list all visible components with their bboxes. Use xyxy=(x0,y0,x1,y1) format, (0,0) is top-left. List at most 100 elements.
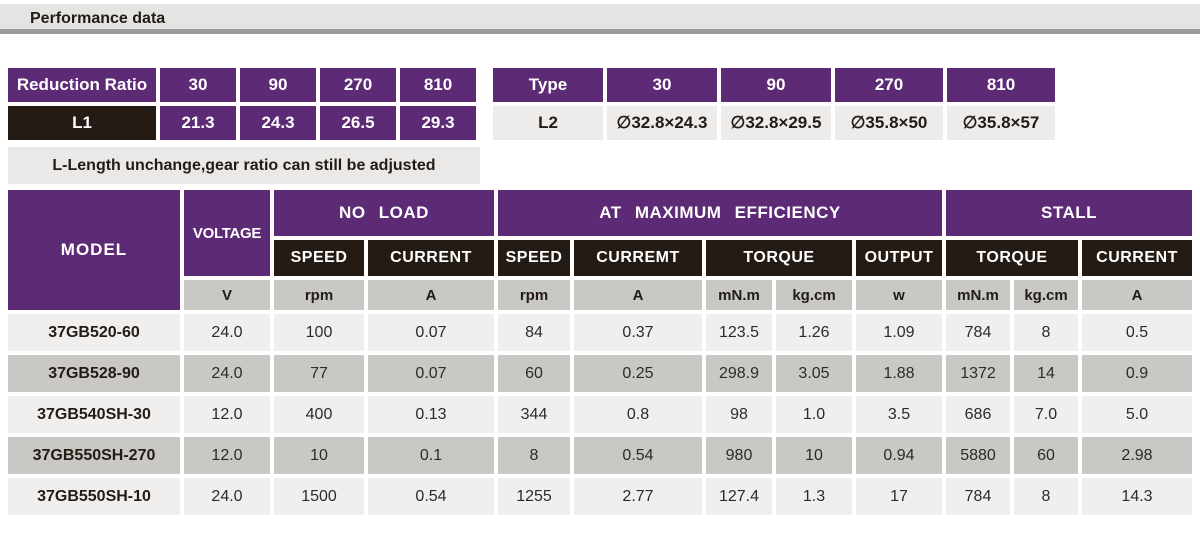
data-cell: 84 xyxy=(498,314,570,351)
data-cell: 686 xyxy=(946,396,1010,433)
data-cell: 0.94 xyxy=(856,437,942,474)
l2-row: L2 ∅32.8×24.3 ∅32.8×29.5 ∅35.8×50 ∅35.8×… xyxy=(493,106,1055,140)
reduction-ratio-table: Reduction Ratio 30 90 270 810 L1 21.3 24… xyxy=(4,64,480,144)
data-cell: 24.0 xyxy=(184,478,270,515)
unit-kgcm: kg.cm xyxy=(1014,280,1078,310)
length-note: L-Length unchange,gear ratio can still b… xyxy=(8,147,480,184)
data-cell: 127.4 xyxy=(706,478,772,515)
data-cell: 14.3 xyxy=(1082,478,1192,515)
stall-current-header: CURRENT xyxy=(1082,240,1192,276)
max-eff-torque-header: TORQUE xyxy=(706,240,852,276)
type-value: 270 xyxy=(835,68,943,102)
max-eff-current-header: CURREMT xyxy=(574,240,702,276)
data-cell: 0.07 xyxy=(368,355,494,392)
data-cell: 8 xyxy=(1014,314,1078,351)
data-cell: 10 xyxy=(274,437,364,474)
l1-label: L1 xyxy=(8,106,156,140)
model-cell: 37GB528-90 xyxy=(8,355,180,392)
unit-mnm: mN.m xyxy=(706,280,772,310)
data-cell: 1.26 xyxy=(776,314,852,351)
data-cell: 100 xyxy=(274,314,364,351)
table-row: 37GB550SH-10 24.0 1500 0.54 1255 2.77 12… xyxy=(8,478,1192,515)
data-cell: 1.3 xyxy=(776,478,852,515)
data-cell: 10 xyxy=(776,437,852,474)
reduction-ratio-value: 90 xyxy=(240,68,316,102)
type-table: Type 30 90 270 810 L2 ∅32.8×24.3 ∅32.8×2… xyxy=(489,64,1059,144)
voltage-column-header: VOLTAGE xyxy=(184,190,270,276)
data-cell: 0.54 xyxy=(574,437,702,474)
model-cell: 37GB540SH-30 xyxy=(8,396,180,433)
max-efficiency-group-header: AT MAXIMUM EFFICIENCY xyxy=(498,190,942,236)
data-cell: 2.77 xyxy=(574,478,702,515)
l1-value: 29.3 xyxy=(400,106,476,140)
model-cell: 37GB550SH-270 xyxy=(8,437,180,474)
data-cell: 1255 xyxy=(498,478,570,515)
data-cell: 5880 xyxy=(946,437,1010,474)
reduction-ratio-value: 30 xyxy=(160,68,236,102)
model-column-header: MODEL xyxy=(8,190,180,310)
data-cell: 12.0 xyxy=(184,396,270,433)
data-cell: 298.9 xyxy=(706,355,772,392)
reduction-ratio-value: 810 xyxy=(400,68,476,102)
data-cell: 98 xyxy=(706,396,772,433)
data-cell: 8 xyxy=(498,437,570,474)
data-cell: 17 xyxy=(856,478,942,515)
data-cell: 0.07 xyxy=(368,314,494,351)
l2-dimension: ∅35.8×57 xyxy=(947,106,1055,140)
data-cell: 123.5 xyxy=(706,314,772,351)
table-row: 37GB528-90 24.0 77 0.07 60 0.25 298.9 3.… xyxy=(8,355,1192,392)
l2-dimension: ∅35.8×50 xyxy=(835,106,943,140)
data-cell: 1.0 xyxy=(776,396,852,433)
section-header-bar: Performance data xyxy=(0,4,1200,34)
output-header: OUTPUT xyxy=(856,240,942,276)
unit-rpm: rpm xyxy=(274,280,364,310)
l2-dimension: ∅32.8×24.3 xyxy=(607,106,717,140)
unit-amp: A xyxy=(1082,280,1192,310)
unit-kgcm: kg.cm xyxy=(776,280,852,310)
data-cell: 8 xyxy=(1014,478,1078,515)
data-cell: 400 xyxy=(274,396,364,433)
data-cell: 3.05 xyxy=(776,355,852,392)
data-cell: 77 xyxy=(274,355,364,392)
unit-volt: V xyxy=(184,280,270,310)
table-row: 37GB550SH-270 12.0 10 0.1 8 0.54 980 10 … xyxy=(8,437,1192,474)
table-row: 37GB540SH-30 12.0 400 0.13 344 0.8 98 1.… xyxy=(8,396,1192,433)
data-cell: 7.0 xyxy=(1014,396,1078,433)
no-load-current-header: CURRENT xyxy=(368,240,494,276)
l1-value: 24.3 xyxy=(240,106,316,140)
stall-torque-header: TORQUE xyxy=(946,240,1078,276)
performance-table: MODEL VOLTAGE NO LOAD AT MAXIMUM EFFICIE… xyxy=(4,186,1196,519)
data-cell: 1.88 xyxy=(856,355,942,392)
model-cell: 37GB520-60 xyxy=(8,314,180,351)
no-load-group-header: NO LOAD xyxy=(274,190,494,236)
l1-value: 26.5 xyxy=(320,106,396,140)
units-row: V rpm A rpm A mN.m kg.cm w mN.m kg.cm A xyxy=(8,280,1192,310)
type-value: 810 xyxy=(947,68,1055,102)
data-cell: 0.5 xyxy=(1082,314,1192,351)
stall-group-header: STALL xyxy=(946,190,1192,236)
unit-rpm: rpm xyxy=(498,280,570,310)
data-cell: 24.0 xyxy=(184,314,270,351)
data-cell: 0.13 xyxy=(368,396,494,433)
type-label: Type xyxy=(493,68,603,102)
page-title: Performance data xyxy=(30,10,166,27)
data-cell: 344 xyxy=(498,396,570,433)
type-value: 90 xyxy=(721,68,831,102)
table-row: 37GB520-60 24.0 100 0.07 84 0.37 123.5 1… xyxy=(8,314,1192,351)
unit-mnm: mN.m xyxy=(946,280,1010,310)
reduction-ratio-header-row: Reduction Ratio 30 90 270 810 xyxy=(8,68,476,102)
data-cell: 980 xyxy=(706,437,772,474)
l2-dimension: ∅32.8×29.5 xyxy=(721,106,831,140)
data-cell: 1372 xyxy=(946,355,1010,392)
data-cell: 3.5 xyxy=(856,396,942,433)
sub-header-row: SPEED CURRENT SPEED CURREMT TORQUE OUTPU… xyxy=(8,240,1192,276)
data-cell: 784 xyxy=(946,478,1010,515)
data-cell: 0.54 xyxy=(368,478,494,515)
data-cell: 60 xyxy=(1014,437,1078,474)
data-cell: 784 xyxy=(946,314,1010,351)
data-cell: 0.8 xyxy=(574,396,702,433)
data-cell: 24.0 xyxy=(184,355,270,392)
data-cell: 12.0 xyxy=(184,437,270,474)
data-cell: 5.0 xyxy=(1082,396,1192,433)
l1-value: 21.3 xyxy=(160,106,236,140)
